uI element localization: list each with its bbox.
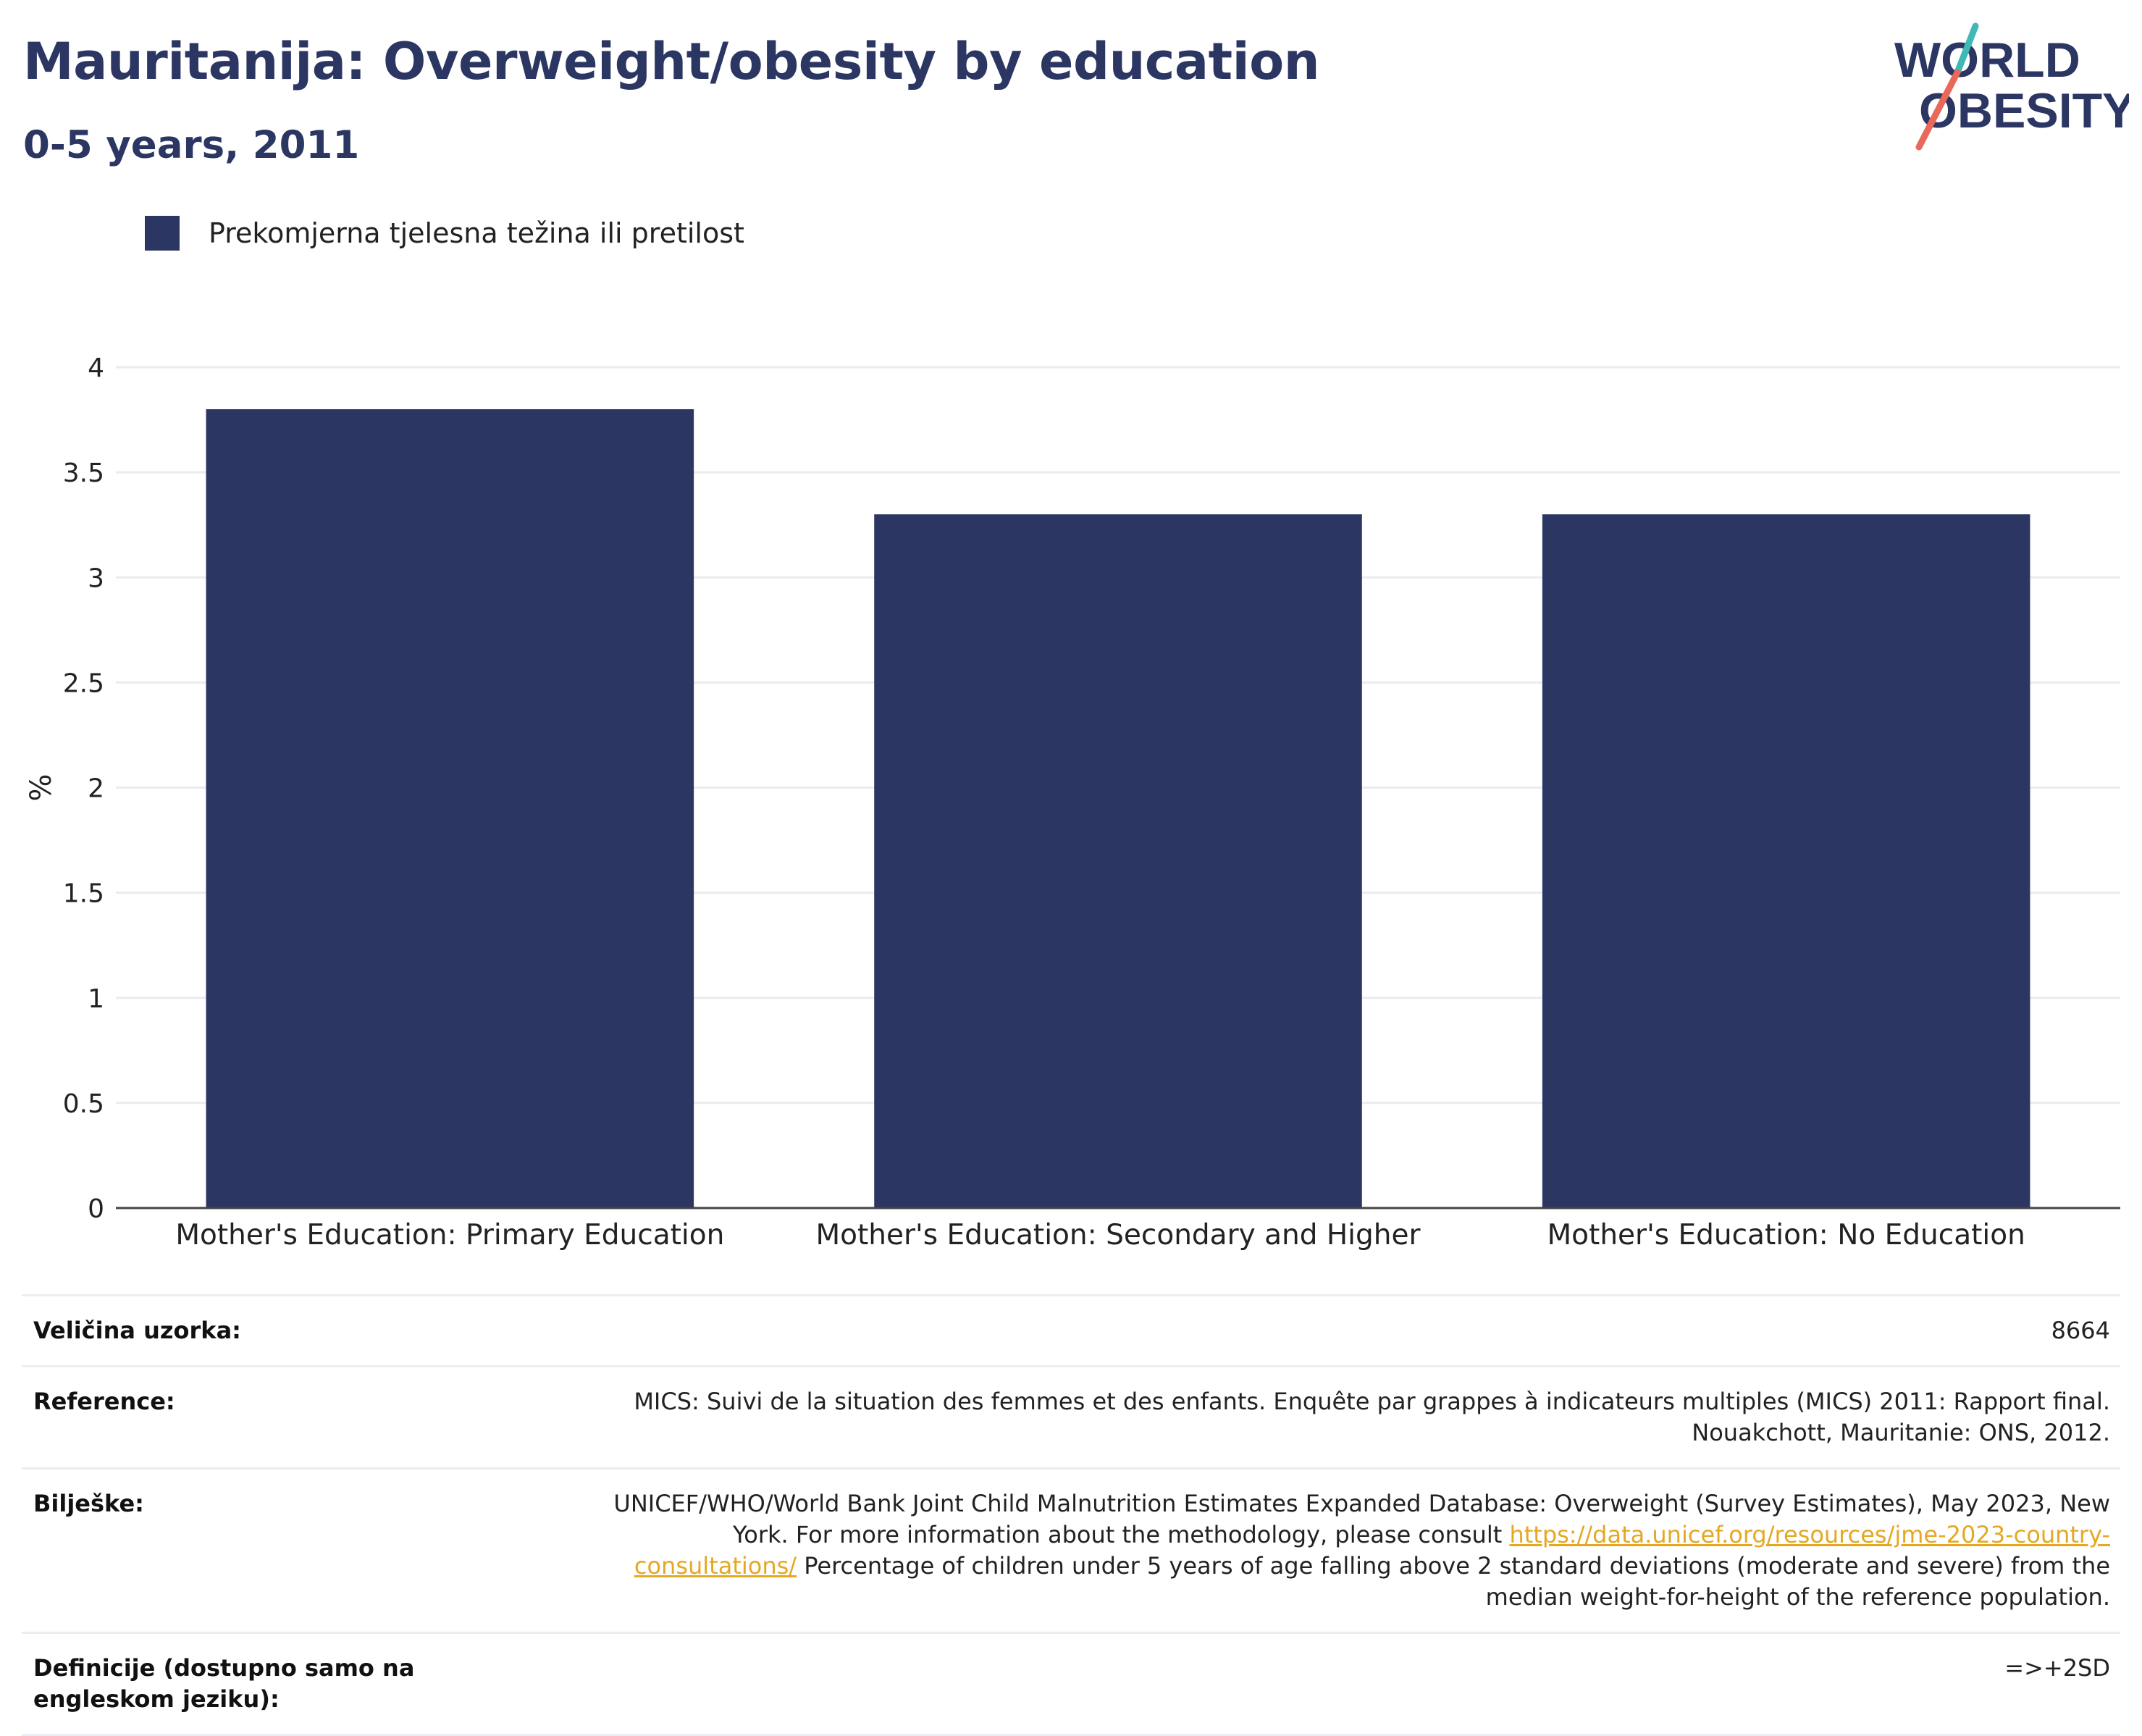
legend-swatch — [145, 216, 180, 251]
bar — [874, 514, 1362, 1208]
reference-label: Reference: — [33, 1388, 175, 1415]
notes-value: UNICEF/WHO/World Bank Joint Child Malnut… — [575, 1488, 2110, 1613]
reference-value: MICS: Suivi de la situation des femmes e… — [634, 1388, 2110, 1446]
chart-subtitle: 0-5 years, 2011 — [23, 123, 360, 167]
y-tick-label: 4 — [88, 353, 104, 383]
y-tick-label: 0 — [88, 1194, 104, 1224]
logo-slash-red — [1915, 69, 1961, 151]
logo-slash-teal — [1954, 22, 1979, 76]
notes-text-2: Percentage of children under 5 years of … — [797, 1552, 2110, 1611]
y-tick-label: 3.5 — [63, 458, 104, 488]
chart-title: Mauritanija: Overweight/obesity by educa… — [23, 32, 1320, 91]
bar — [1542, 514, 2030, 1208]
notes-text: UNICEF/WHO/World Bank Joint Child Malnut… — [613, 1490, 2110, 1548]
y-tick-label: 2.5 — [63, 668, 104, 698]
sample-size-value: 8664 — [2051, 1317, 2110, 1344]
methodology-link[interactable]: https://data.unicef.org/resources/jme-20… — [634, 1521, 2110, 1580]
sample-size-row: Veličina uzorka: 8664 — [22, 1296, 2120, 1367]
definitions-row: Definicije (dostupno samo na engleskom j… — [22, 1634, 2120, 1736]
y-tick-label: 0.5 — [63, 1089, 104, 1119]
logo-word-obesity: OBESITY — [1919, 83, 2129, 138]
sample-size-label: Veličina uzorka: — [33, 1317, 241, 1344]
legend[interactable]: Prekomjerna tjelesna težina ili pretilos… — [145, 216, 744, 251]
metadata-table: Veličina uzorka: 8664 Reference: MICS: S… — [22, 1294, 2120, 1736]
x-tick-label: Mother's Education: Secondary and Higher — [815, 1219, 1421, 1251]
y-tick-label: 1.5 — [63, 879, 104, 909]
bar — [206, 409, 694, 1208]
definitions-value: =>+2SD — [2004, 1654, 2110, 1682]
y-tick-label: 3 — [88, 563, 104, 593]
reference-row: Reference: MICS: Suivi de la situation d… — [22, 1367, 2120, 1469]
definitions-label: Definicije (dostupno samo na engleskom j… — [33, 1654, 415, 1713]
y-tick-label: 1 — [88, 984, 104, 1014]
logo-word-world: WORLD — [1894, 33, 2080, 88]
notes-label: Bilješke: — [33, 1490, 144, 1517]
x-tick-label: Mother's Education: No Education — [1547, 1219, 2025, 1251]
world-obesity-logo: WORLD OBESITY — [1894, 22, 2129, 151]
y-tick-label: 2 — [88, 774, 104, 804]
bar-chart: 0 0.5 1 1.5 2 2.5 3 3.5 4 Mother's Education: Pri… — [25, 353, 2120, 1251]
x-tick-label: Mother's Education: Primary Education — [175, 1219, 724, 1251]
legend-label: Prekomjerna tjelesna težina ili pretilos… — [209, 217, 744, 249]
notes-row: Bilješke: UNICEF/WHO/World Bank Joint Ch… — [22, 1469, 2120, 1634]
y-axis-title: % — [25, 773, 58, 801]
